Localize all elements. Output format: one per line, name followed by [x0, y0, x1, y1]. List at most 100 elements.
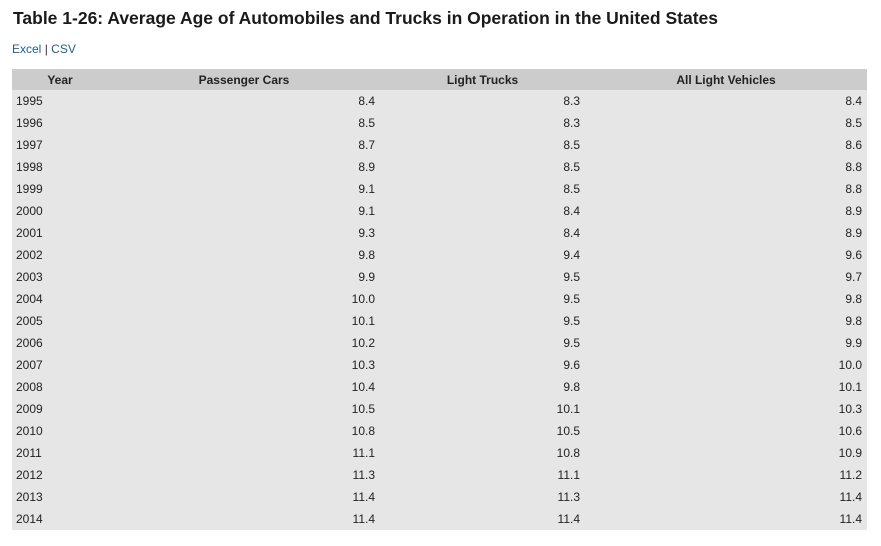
table-row: 2005 10.1 9.5 9.8 [12, 310, 867, 332]
table-row: 1999 9.1 8.5 8.8 [12, 178, 867, 200]
table-cell: 10.8 [380, 442, 585, 464]
table-cell: 11.1 [108, 442, 380, 464]
table-row: 2006 10.2 9.5 9.9 [12, 332, 867, 354]
table-cell: 8.7 [108, 134, 380, 156]
table-cell: 8.9 [108, 156, 380, 178]
table-cell: 8.5 [380, 134, 585, 156]
table-cell: 10.1 [380, 398, 585, 420]
table-body: 1995 8.4 8.3 8.4 1996 8.5 8.3 8.5 1997 8.7 8.5 8.6 1… [12, 90, 867, 530]
table-cell: 10.3 [585, 398, 867, 420]
table-row: 1995 8.4 8.3 8.4 [12, 90, 867, 112]
table-cell: 10.9 [585, 442, 867, 464]
table-row: 2004 10.0 9.5 9.8 [12, 288, 867, 310]
table-row: 2003 9.9 9.5 9.7 [12, 266, 867, 288]
table-cell: 10.3 [108, 354, 380, 376]
table-cell: 9.8 [380, 376, 585, 398]
table-cell: 11.3 [380, 486, 585, 508]
table-cell: 2008 [12, 376, 108, 398]
table-cell: 11.4 [380, 508, 585, 530]
table-cell: 2014 [12, 508, 108, 530]
table-cell: 10.0 [108, 288, 380, 310]
table-row: 2002 9.8 9.4 9.6 [12, 244, 867, 266]
table-row: 2010 10.8 10.5 10.6 [12, 420, 867, 442]
table-cell: 1999 [12, 178, 108, 200]
table-cell: 9.6 [380, 354, 585, 376]
table-cell: 8.9 [585, 222, 867, 244]
table-cell: 9.5 [380, 310, 585, 332]
table-cell: 8.4 [585, 90, 867, 112]
table-cell: 2004 [12, 288, 108, 310]
table-cell: 9.9 [585, 332, 867, 354]
table-cell: 9.8 [585, 288, 867, 310]
table-cell: 9.5 [380, 266, 585, 288]
title: Table 1-26: Average Age of Automobiles a… [13, 8, 718, 28]
table-cell: 2006 [12, 332, 108, 354]
table-cell: 2003 [12, 266, 108, 288]
download-links: Excel | CSV [12, 42, 76, 56]
table-cell: 10.2 [108, 332, 380, 354]
table-row: 1998 8.9 8.5 8.8 [12, 156, 867, 178]
table-cell: 8.4 [380, 222, 585, 244]
column-header: Passenger Cars [108, 69, 380, 90]
table-cell: 10.4 [108, 376, 380, 398]
table-cell: 8.5 [380, 178, 585, 200]
table-cell: 8.6 [585, 134, 867, 156]
csv-link[interactable]: CSV [51, 42, 76, 56]
table-row: 1997 8.7 8.5 8.6 [12, 134, 867, 156]
table-row: 2013 11.4 11.3 11.4 [12, 486, 867, 508]
table-cell: 2009 [12, 398, 108, 420]
table-cell: 9.5 [380, 288, 585, 310]
table-cell: 2013 [12, 486, 108, 508]
table-row: 2009 10.5 10.1 10.3 [12, 398, 867, 420]
table-cell: 8.5 [380, 156, 585, 178]
table-cell: 8.4 [108, 90, 380, 112]
table-cell: 8.8 [585, 156, 867, 178]
table-cell: 9.1 [108, 200, 380, 222]
table-cell: 2012 [12, 464, 108, 486]
table-row: 2007 10.3 9.6 10.0 [12, 354, 867, 376]
table-row: 2011 11.1 10.8 10.9 [12, 442, 867, 464]
table-cell: 2011 [12, 442, 108, 464]
table-cell: 2001 [12, 222, 108, 244]
table-cell: 10.5 [108, 398, 380, 420]
table-cell: 2010 [12, 420, 108, 442]
table-cell: 10.0 [585, 354, 867, 376]
table-row: 1996 8.5 8.3 8.5 [12, 112, 867, 134]
table-cell: 9.3 [108, 222, 380, 244]
table-cell: 10.5 [380, 420, 585, 442]
table-cell: 1996 [12, 112, 108, 134]
table-cell: 9.8 [108, 244, 380, 266]
excel-link[interactable]: Excel [12, 42, 42, 56]
table-cell: 8.3 [380, 112, 585, 134]
table-cell: 2007 [12, 354, 108, 376]
table-cell: 11.4 [108, 486, 380, 508]
table-cell: 11.4 [585, 508, 867, 530]
table-cell: 11.1 [380, 464, 585, 486]
table-cell: 11.4 [585, 486, 867, 508]
separator: | [44, 42, 48, 56]
table-cell: 9.6 [585, 244, 867, 266]
column-header: Light Trucks [380, 69, 585, 90]
table-cell: 8.5 [585, 112, 867, 134]
table-cell: 9.4 [380, 244, 585, 266]
data-table: Year Passenger Cars Light Trucks All Light … [12, 69, 867, 530]
table-cell: 10.8 [108, 420, 380, 442]
table-cell: 2002 [12, 244, 108, 266]
table-cell: 2000 [12, 200, 108, 222]
table-cell: 8.4 [380, 200, 585, 222]
table-cell: 1998 [12, 156, 108, 178]
header-row: Year Passenger Cars Light Trucks All Light … [12, 69, 867, 90]
table-cell: 9.5 [380, 332, 585, 354]
table-cell: 1995 [12, 90, 108, 112]
table-row: 2001 9.3 8.4 8.9 [12, 222, 867, 244]
column-header: All Light Vehicles [585, 69, 867, 90]
table-cell: 9.9 [108, 266, 380, 288]
table-cell: 9.8 [585, 310, 867, 332]
table-cell: 2005 [12, 310, 108, 332]
table-cell: 10.6 [585, 420, 867, 442]
table-row: 2012 11.3 11.1 11.2 [12, 464, 867, 486]
table-cell: 8.5 [108, 112, 380, 134]
table-cell: 1997 [12, 134, 108, 156]
